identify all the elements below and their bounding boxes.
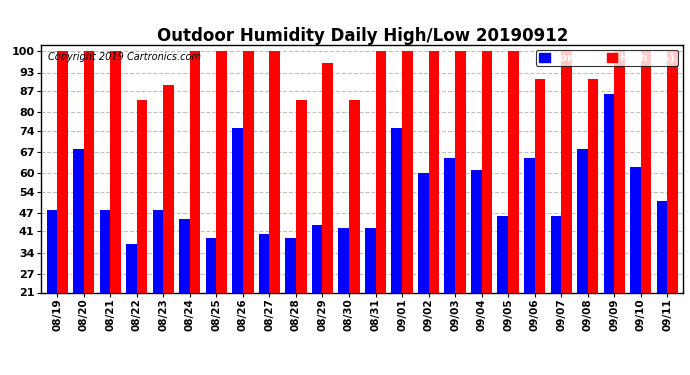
Bar — [269, 51, 280, 292]
Bar — [206, 237, 217, 292]
Bar — [630, 167, 641, 292]
Bar — [428, 51, 439, 292]
Bar — [73, 149, 83, 292]
Bar — [243, 51, 253, 292]
Text: Copyright 2019 Cartronics.com: Copyright 2019 Cartronics.com — [48, 53, 201, 62]
Bar — [137, 100, 148, 292]
Bar — [535, 79, 545, 292]
Bar — [455, 51, 466, 292]
Bar — [497, 216, 508, 292]
Bar — [349, 100, 359, 292]
Bar — [126, 244, 137, 292]
Bar — [338, 228, 349, 292]
Bar — [551, 216, 561, 292]
Bar — [667, 51, 678, 292]
Bar — [296, 100, 306, 292]
Bar — [577, 149, 588, 292]
Bar — [259, 234, 269, 292]
Bar — [322, 63, 333, 292]
Bar — [233, 128, 243, 292]
Bar — [83, 51, 95, 292]
Bar — [286, 237, 296, 292]
Bar — [375, 51, 386, 292]
Bar — [110, 51, 121, 292]
Bar — [365, 228, 375, 292]
Bar — [152, 210, 164, 292]
Bar — [561, 51, 572, 292]
Bar — [604, 94, 614, 292]
Bar — [402, 51, 413, 292]
Bar — [444, 158, 455, 292]
Bar — [190, 51, 201, 292]
Bar — [471, 170, 482, 292]
Bar — [418, 173, 428, 292]
Bar — [657, 201, 667, 292]
Bar — [164, 85, 174, 292]
Bar — [47, 210, 57, 292]
Bar — [57, 51, 68, 292]
Bar — [391, 128, 402, 292]
Bar — [614, 51, 624, 292]
Bar — [524, 158, 535, 292]
Bar — [100, 210, 110, 292]
Bar — [588, 79, 598, 292]
Bar — [312, 225, 322, 292]
Legend: Low  (%), High  (%): Low (%), High (%) — [536, 50, 678, 66]
Bar — [179, 219, 190, 292]
Bar — [217, 51, 227, 292]
Title: Outdoor Humidity Daily High/Low 20190912: Outdoor Humidity Daily High/Low 20190912 — [157, 27, 568, 45]
Bar — [641, 51, 651, 292]
Bar — [508, 51, 519, 292]
Bar — [482, 51, 492, 292]
